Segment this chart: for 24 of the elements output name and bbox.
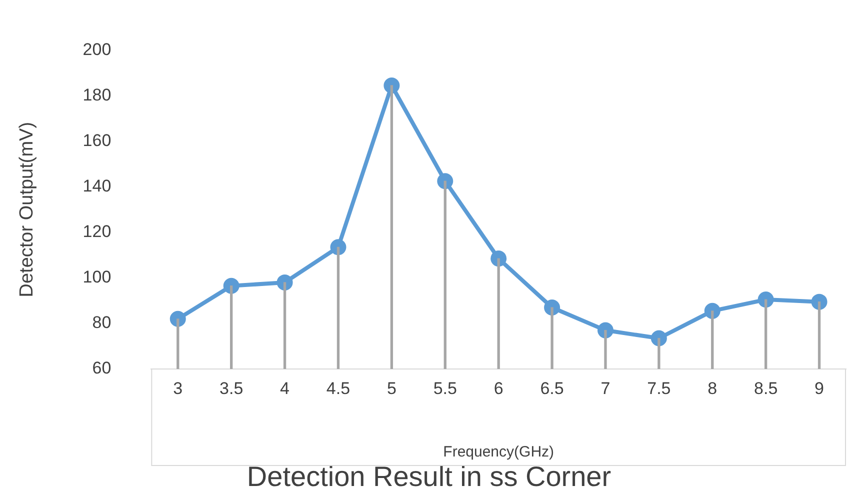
y-tick-label: 200 <box>82 40 112 59</box>
x-tick-label: 5 <box>386 378 396 398</box>
y-axis-title: Detector Output(mV) <box>16 122 38 298</box>
y-tick-label: 180 <box>82 85 112 104</box>
y-tick-label: 60 <box>92 358 112 378</box>
x-tick-label: 7.5 <box>647 378 671 398</box>
x-tick-label: 8 <box>708 378 718 398</box>
x-tick-label: 4.5 <box>326 378 350 398</box>
x-tick-label: 5.5 <box>433 378 457 398</box>
text: Detection Result in ss Corner <box>246 460 612 492</box>
y-tick-label: 120 <box>82 222 112 242</box>
x-axis-title: Frequency(GHz) <box>443 444 554 461</box>
y-tick-label: 100 <box>82 268 112 287</box>
x-tick-label: 3 <box>173 378 183 398</box>
x-tick-label: 6.5 <box>540 378 564 398</box>
x-tick-label: 4 <box>280 378 290 398</box>
y-tick-label: 80 <box>92 313 112 332</box>
x-tick-label: 3.5 <box>220 378 244 398</box>
x-tick-label: 6 <box>494 378 504 398</box>
y-tick-label: 160 <box>82 130 112 150</box>
y-tick-label: 140 <box>82 176 112 196</box>
x-tick-label: 7 <box>600 378 610 398</box>
x-tick-label: 9 <box>814 378 824 398</box>
x-tick-label: 8.5 <box>754 378 778 398</box>
